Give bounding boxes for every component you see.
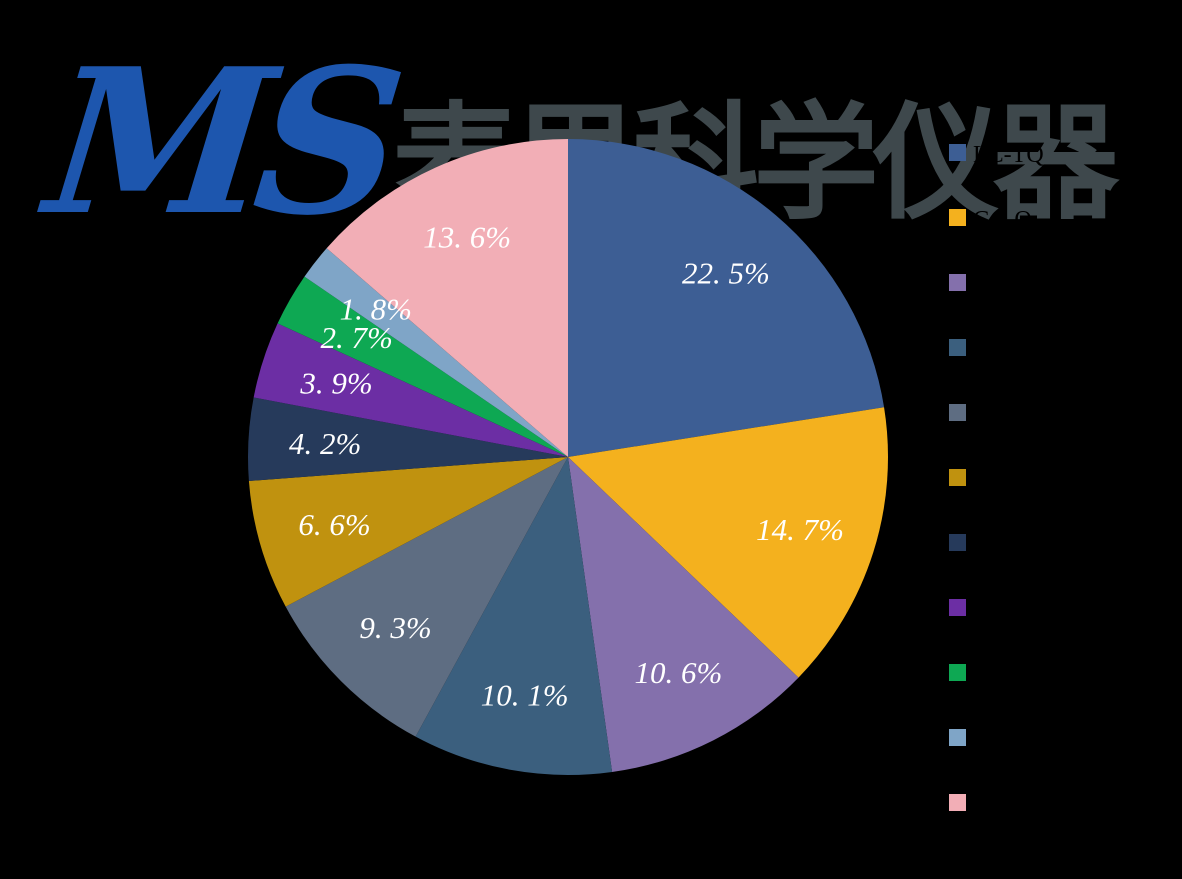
pie-slice-4 — [415, 457, 613, 776]
legend-swatch-3 — [949, 273, 966, 291]
pie-slice-10 — [304, 248, 568, 457]
legend-swatch-4 — [949, 338, 966, 356]
legend-swatch-2 — [949, 208, 966, 226]
pie-label-8: 3. 9% — [299, 366, 372, 401]
legend-item-11 — [949, 793, 973, 811]
pie-label-10: 1. 8% — [340, 291, 412, 326]
pie-slice-9 — [277, 276, 568, 457]
pie-label-1: 22. 5% — [682, 256, 770, 291]
pie-label-9: 2. 7% — [321, 320, 393, 355]
pie-slice-6 — [248, 457, 568, 607]
legend-item-2: GC-Q — [949, 208, 1032, 232]
legend-swatch-9 — [949, 663, 966, 681]
pie-slice-2 — [568, 407, 889, 678]
pie-slice-5 — [285, 457, 568, 737]
legend-swatch-8 — [949, 598, 966, 616]
legend-item-6 — [949, 468, 973, 486]
legend-item-5 — [949, 403, 973, 421]
legend-item-10 — [949, 728, 973, 746]
legend-swatch-6 — [949, 468, 966, 486]
legend-item-8 — [949, 598, 973, 616]
legend-swatch-10 — [949, 728, 966, 746]
pie-slice-11 — [326, 139, 568, 457]
pie-slice-3 — [568, 457, 799, 772]
legend-item-1: LC-TQ — [949, 143, 1044, 167]
pie-label-11: 13. 6% — [423, 220, 511, 255]
legend-swatch-7 — [949, 533, 966, 551]
legend-swatch-5 — [949, 403, 966, 421]
legend-swatch-1 — [949, 143, 966, 161]
pie-slice-1 — [568, 139, 885, 457]
pie-label-7: 4. 2% — [289, 426, 361, 461]
legend-swatch-11 — [949, 793, 966, 811]
pie-slice-8 — [253, 323, 569, 457]
pie-label-5: 9. 3% — [359, 610, 431, 645]
legend-label-2: GC-Q — [973, 207, 1032, 233]
legend-item-3 — [949, 273, 973, 291]
pie-label-6: 6. 6% — [298, 507, 370, 542]
legend-label-1: LC-TQ — [973, 142, 1044, 168]
pie-label-3: 10. 6% — [634, 655, 722, 690]
pie-label-4: 10. 1% — [481, 677, 569, 712]
pie-slice-7 — [248, 397, 568, 481]
legend-item-9 — [949, 663, 973, 681]
pie-label-2: 14. 7% — [756, 512, 844, 547]
legend-item-7 — [949, 533, 973, 551]
legend-item-4 — [949, 338, 973, 356]
